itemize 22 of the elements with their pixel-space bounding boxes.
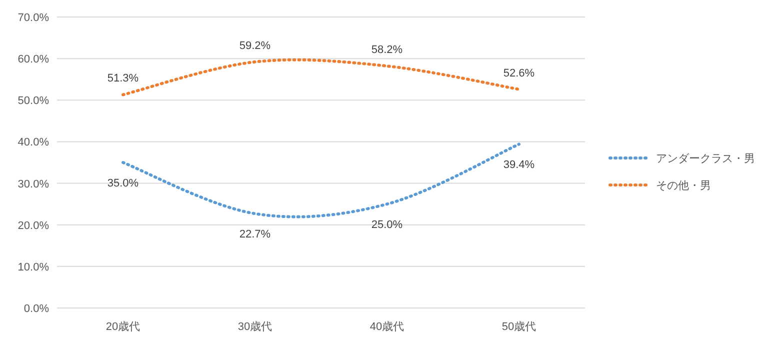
- y-tick-label: 60.0%: [18, 54, 50, 66]
- data-label: 59.2%: [239, 40, 271, 52]
- y-tick-label: 50.0%: [18, 95, 50, 108]
- legend-label: その他・男: [656, 180, 711, 192]
- data-label: 51.3%: [107, 72, 139, 85]
- x-tick-label: 30歳代: [238, 320, 272, 333]
- data-label: 52.6%: [503, 67, 535, 80]
- data-label: 35.0%: [107, 178, 139, 190]
- y-tick-label: 0.0%: [24, 303, 50, 315]
- y-tick-label: 20.0%: [18, 220, 50, 232]
- y-tick-label: 40.0%: [18, 136, 50, 149]
- x-tick-label: 40歳代: [370, 320, 404, 333]
- data-label: 58.2%: [371, 44, 403, 56]
- x-tick-label: 50歳代: [502, 320, 536, 333]
- y-tick-label: 10.0%: [18, 261, 50, 274]
- x-tick-label: 20歳代: [106, 320, 140, 333]
- data-label: 39.4%: [503, 159, 535, 172]
- data-label: 22.7%: [239, 228, 271, 241]
- data-label: 25.0%: [371, 219, 403, 232]
- y-tick-label: 70.0%: [18, 12, 50, 24]
- y-tick-label: 30.0%: [18, 178, 50, 190]
- legend-label: アンダークラス・男: [656, 153, 755, 165]
